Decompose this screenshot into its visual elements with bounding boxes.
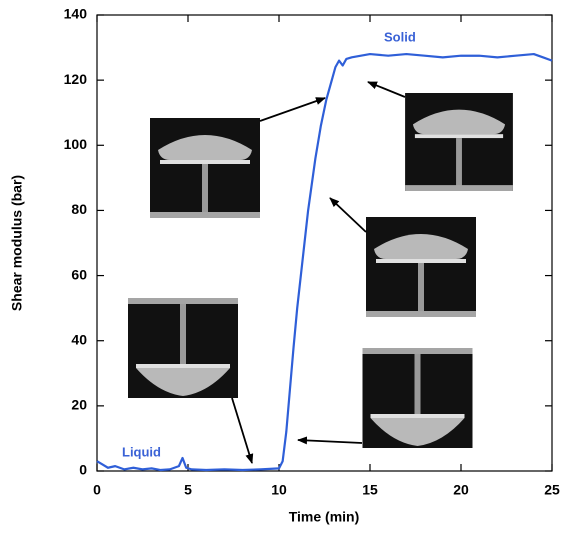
y-tick-label: 100 — [64, 136, 88, 152]
y-tick-label: 20 — [71, 397, 87, 413]
y-tick-label: 140 — [64, 6, 88, 22]
x-tick-label: 0 — [93, 482, 101, 498]
arrow — [329, 197, 367, 233]
arrow — [297, 436, 363, 445]
y-tick-label: 40 — [71, 331, 87, 347]
arrow — [259, 97, 326, 122]
photo — [150, 118, 260, 218]
x-tick-label: 5 — [184, 482, 192, 498]
photo — [362, 348, 473, 448]
arrow — [231, 397, 254, 464]
annotation: Solid — [384, 29, 416, 44]
arrow — [367, 81, 406, 98]
plot-frame — [96, 14, 553, 472]
y-tick-label: 120 — [64, 71, 88, 87]
data-line — [96, 52, 553, 472]
x-axis-label: Time (min) — [289, 509, 360, 525]
x-tick-label: 20 — [453, 482, 469, 498]
photo — [405, 93, 513, 191]
annotation: Liquid — [122, 444, 161, 459]
y-tick-label: 80 — [71, 201, 87, 217]
y-axis-label: Shear modulus (bar) — [9, 175, 25, 311]
y-tick-label: 0 — [79, 462, 87, 478]
x-tick-label: 15 — [362, 482, 378, 498]
y-tick-label: 60 — [71, 266, 87, 282]
photo — [128, 298, 238, 398]
photos — [128, 93, 513, 448]
photo — [366, 217, 476, 317]
x-tick-label: 10 — [271, 482, 287, 498]
x-tick-label: 25 — [544, 482, 560, 498]
arrows — [231, 81, 406, 464]
